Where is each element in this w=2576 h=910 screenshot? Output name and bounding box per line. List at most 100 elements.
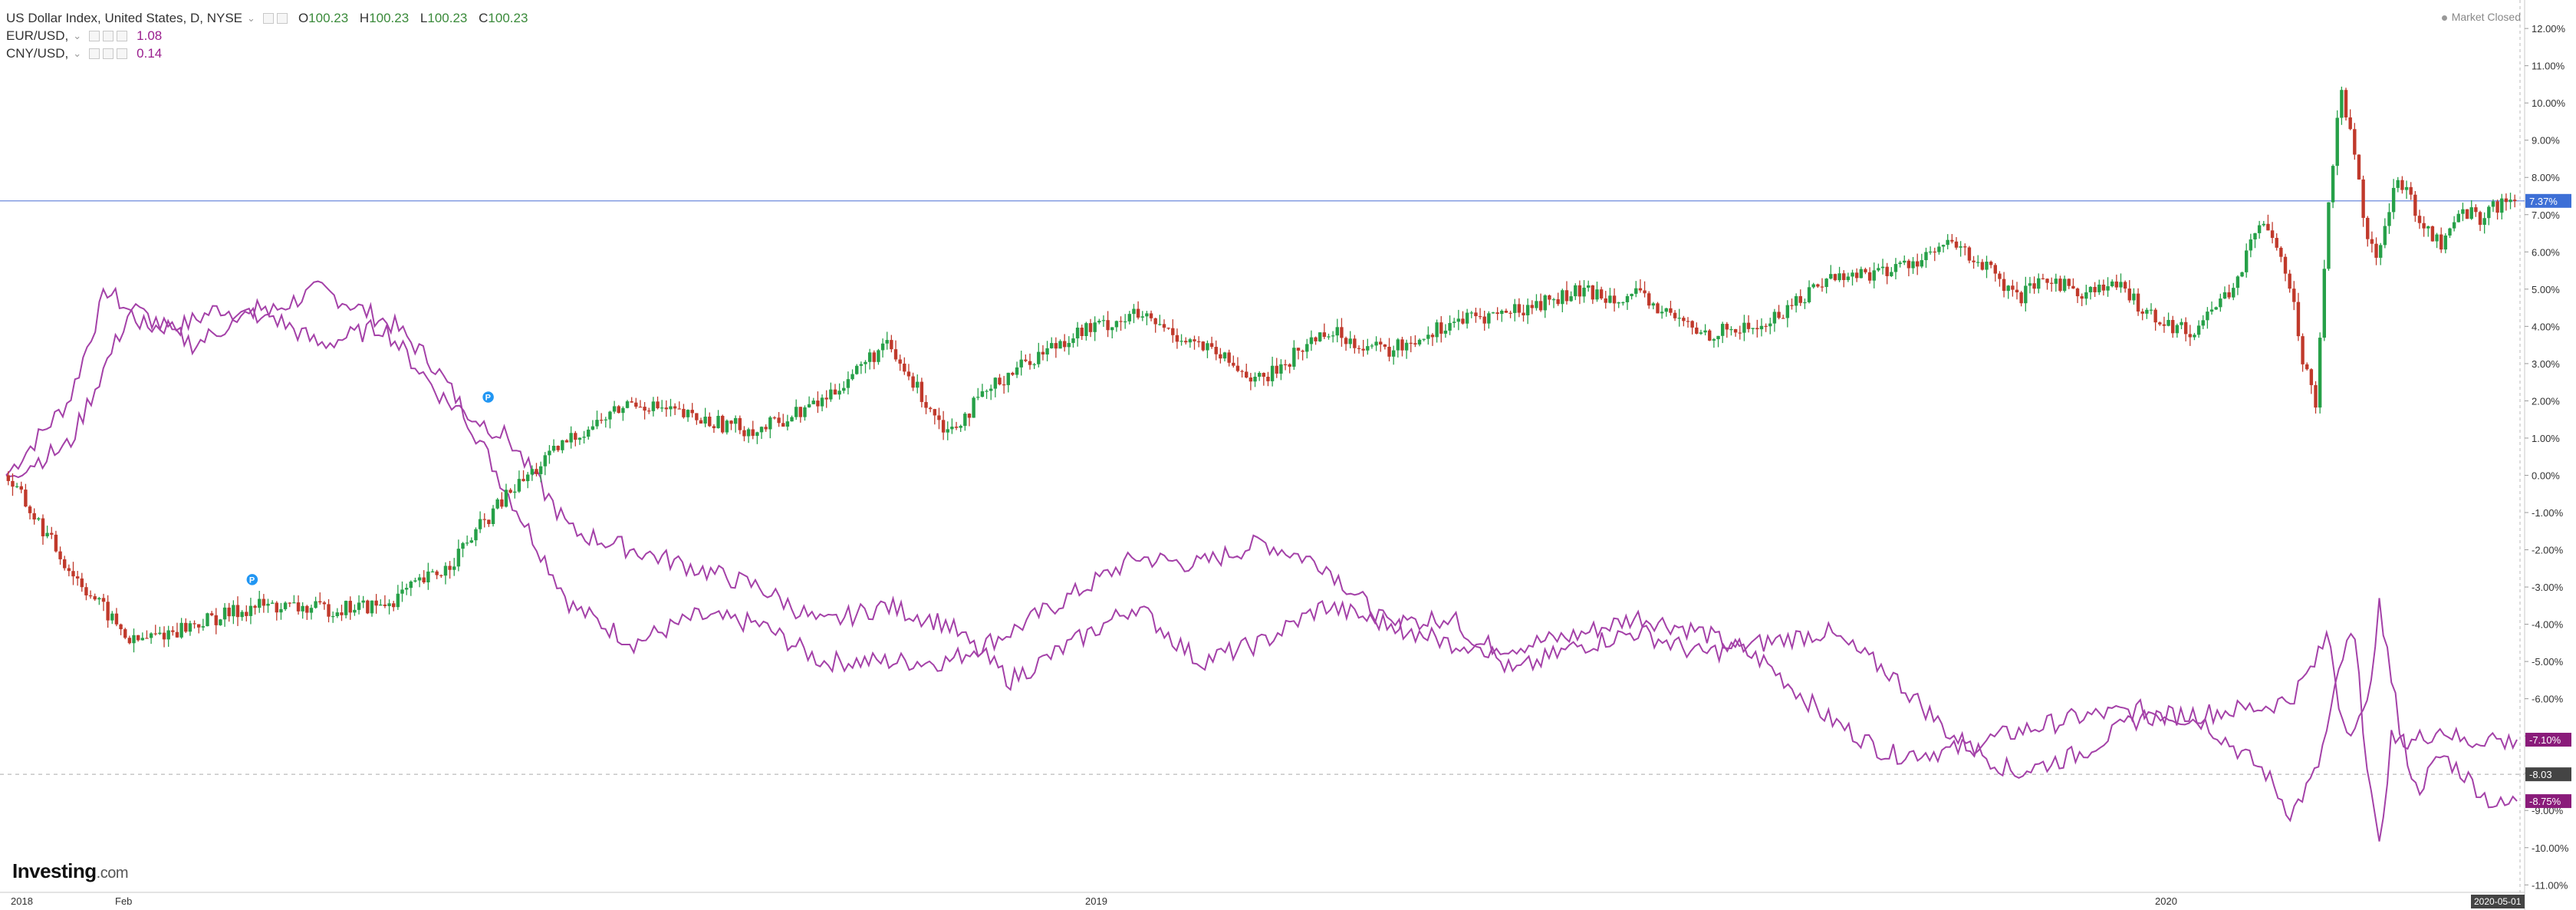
close-icon[interactable]	[117, 48, 128, 59]
candle-body	[383, 604, 387, 606]
chevron-down-icon[interactable]: ⌄	[73, 48, 82, 59]
candle-body	[543, 455, 547, 467]
marker-circle	[245, 572, 259, 587]
candle-body	[2015, 289, 2019, 293]
candle-body	[2314, 384, 2318, 408]
candle-body	[2123, 282, 2127, 289]
candle-body	[824, 397, 828, 400]
eye-icon[interactable]	[262, 12, 274, 24]
x-tick-label: 2020	[2155, 895, 2177, 907]
candle-body	[2101, 284, 2106, 291]
candle-body	[1443, 330, 1448, 334]
candle-body	[634, 402, 638, 407]
candle-body	[2145, 309, 2149, 314]
candle-body	[2430, 226, 2435, 242]
candle-body	[807, 404, 811, 407]
y-tick-label: -6.00%	[2532, 694, 2564, 705]
price-badge-bg	[2525, 193, 2571, 208]
candle-body	[2422, 223, 2426, 229]
candle-body	[1530, 305, 1535, 308]
candle-body	[2262, 223, 2265, 226]
eye-icon[interactable]	[89, 30, 100, 41]
candle-body	[1712, 339, 1716, 341]
candle-body	[621, 407, 625, 414]
candle-body	[1898, 262, 1902, 265]
candle-body	[2232, 288, 2235, 298]
candle-body	[1136, 308, 1140, 318]
candle-body	[2452, 222, 2456, 229]
candle-body	[1920, 260, 1924, 267]
candle-body	[521, 479, 525, 482]
chevron-down-icon[interactable]: ⌄	[73, 30, 82, 41]
candle-body	[2448, 228, 2452, 236]
candle-body	[751, 429, 755, 437]
candle-body	[153, 633, 157, 635]
chart-legend: US Dollar Index, United States, D, NYSE …	[6, 9, 528, 62]
candle-body	[2011, 285, 2015, 290]
price-badge-bg	[2525, 794, 2571, 809]
candle-body	[1638, 288, 1643, 291]
chevron-down-icon[interactable]: ⌄	[247, 12, 255, 24]
settings-icon[interactable]	[276, 12, 288, 24]
candle-body	[353, 609, 357, 613]
cny-usd-name[interactable]: CNY/USD,	[6, 46, 69, 61]
candle-body	[331, 615, 335, 618]
candle-body	[2439, 234, 2443, 250]
candle-body	[1643, 290, 1647, 294]
marker-circle	[481, 390, 495, 404]
y-tick-label: 12.00%	[2532, 23, 2566, 35]
candle-body	[2219, 298, 2222, 308]
candle-body	[227, 607, 231, 617]
candle-body	[248, 605, 253, 616]
candle-body	[188, 623, 192, 632]
candle-body	[2512, 199, 2517, 202]
settings-icon[interactable]	[103, 30, 114, 41]
candlestick-series	[6, 86, 2517, 653]
candle-body	[201, 626, 206, 628]
candle-body	[954, 427, 959, 428]
candle-body	[1807, 287, 1811, 302]
candle-body	[595, 420, 599, 427]
candle-body	[209, 613, 214, 615]
candle-body	[1699, 332, 1703, 334]
eur-usd-name[interactable]: EUR/USD,	[6, 28, 69, 43]
candle-body	[535, 469, 538, 474]
candle-body	[1673, 312, 1677, 318]
candle-body	[2417, 216, 2422, 223]
candle-body	[2378, 245, 2383, 258]
candle-body	[1837, 273, 1841, 281]
candle-body	[1469, 312, 1473, 314]
candle-body	[75, 576, 80, 579]
candle-body	[439, 575, 443, 576]
candle-body	[920, 381, 924, 402]
event-marker[interactable]: P	[245, 572, 259, 587]
candle-body	[305, 605, 309, 613]
candle-body	[729, 420, 733, 424]
candle-body	[1669, 308, 1673, 313]
candle-body	[1145, 313, 1149, 317]
x-axis-labels: 2018 Feb 2019 2020 2020-05-01	[11, 895, 2525, 908]
candle-body	[790, 417, 794, 422]
candle-body	[387, 603, 391, 606]
candle-body	[950, 427, 954, 430]
candle-body	[1383, 344, 1387, 347]
candle-body	[1885, 266, 1889, 276]
candle-body	[1266, 376, 1270, 381]
candle-body	[1465, 312, 1469, 324]
close-icon[interactable]	[117, 30, 128, 41]
candle-body	[1487, 313, 1491, 324]
settings-icon[interactable]	[103, 48, 114, 59]
candle-body	[1954, 241, 1959, 248]
candle-body	[1439, 322, 1443, 334]
eye-icon[interactable]	[89, 48, 100, 59]
event-marker[interactable]: P	[481, 390, 495, 404]
candle-body	[344, 601, 348, 615]
candle-body	[1404, 342, 1409, 351]
candle-body	[41, 518, 45, 536]
candle-body	[1733, 328, 1738, 333]
candle-body	[738, 417, 742, 430]
main-series-title[interactable]: US Dollar Index, United States, D, NYSE	[6, 11, 243, 25]
candle-body	[361, 600, 365, 603]
candle-body	[235, 605, 240, 618]
